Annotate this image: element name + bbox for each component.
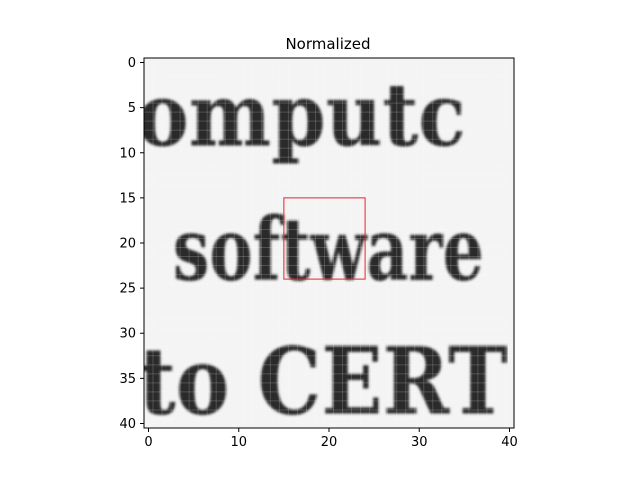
highlight-box xyxy=(283,197,366,280)
y-axis: 0 5 10 15 20 25 30 35 40 xyxy=(119,56,144,432)
x-tick-label: 40 xyxy=(501,435,518,450)
y-tick-label: 5 xyxy=(128,101,136,116)
chart-title: Normalized xyxy=(285,35,370,53)
image-text-row: omputc xyxy=(137,66,466,167)
x-tick-label: 0 xyxy=(144,435,152,450)
y-tick-label: 35 xyxy=(119,372,136,387)
y-tick-label: 20 xyxy=(119,237,136,252)
y-tick-label: 10 xyxy=(119,146,136,161)
x-tick-label: 30 xyxy=(411,435,428,450)
y-tick-label: 15 xyxy=(119,191,136,206)
scanned-text-image: omputc software to CERT xyxy=(137,66,508,436)
x-axis: 0 10 20 30 40 xyxy=(144,428,518,450)
y-tick-label: 0 xyxy=(128,56,136,71)
image-text-row: to CERT xyxy=(139,327,508,436)
image-background xyxy=(144,58,514,428)
image-text-row: software xyxy=(173,200,484,301)
y-tick-label: 25 xyxy=(119,282,136,297)
pixel-grid xyxy=(144,58,514,428)
y-tick-label: 40 xyxy=(119,417,136,432)
y-tick-label: 30 xyxy=(119,327,136,342)
x-tick-label: 10 xyxy=(230,435,247,450)
x-tick-label: 20 xyxy=(321,435,338,450)
